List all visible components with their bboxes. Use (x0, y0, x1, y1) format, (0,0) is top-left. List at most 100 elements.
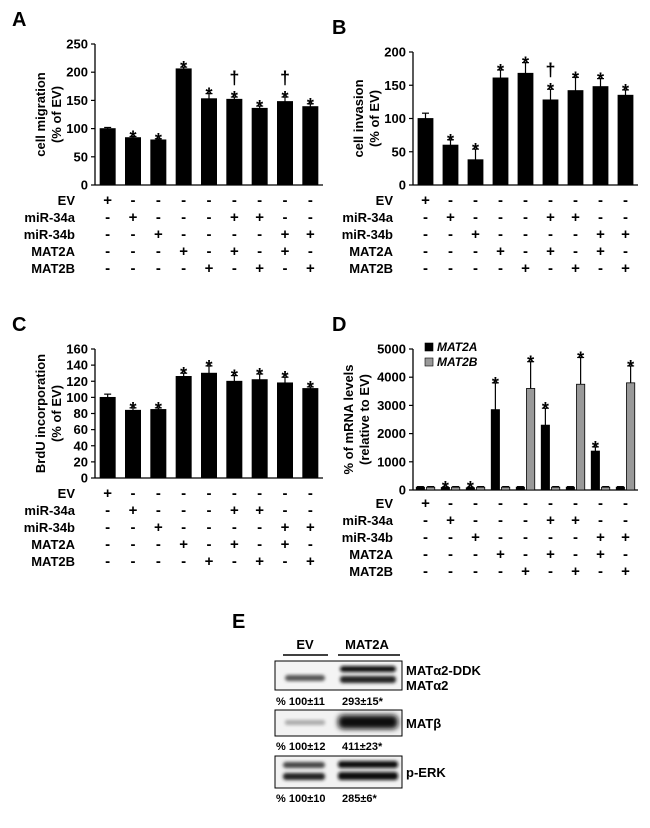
bar-8-dagger-mark: † (280, 68, 290, 88)
bar-8-significance-star: * (597, 70, 604, 90)
condition-mark: + (306, 553, 315, 570)
legend-label-mat2b: MAT2B (437, 355, 478, 369)
condition-mark: - (232, 485, 237, 502)
condition-label-mat2b: MAT2B (349, 564, 393, 579)
series-mat2b-7-significance-star: * (577, 348, 584, 368)
bar-3-bar (150, 409, 167, 479)
condition-mark: - (423, 512, 428, 529)
condition-mark: - (131, 519, 136, 536)
bar-6-dagger-mark: † (545, 60, 555, 80)
condition-label-mat2b: MAT2B (31, 261, 75, 276)
condition-mark: - (423, 563, 428, 580)
y-tick-label: 100 (66, 390, 88, 405)
condition-mark: + (446, 209, 455, 226)
y-tick-label: 0 (81, 471, 88, 486)
y-tick-label: 0 (399, 483, 406, 498)
condition-mark: + (621, 563, 630, 580)
series-mat2b-5-bar (526, 388, 536, 491)
bar-5-bar (200, 372, 217, 479)
bar-2-significance-star: * (447, 131, 454, 151)
condition-mark: - (623, 546, 628, 563)
bar-4-bar (175, 376, 192, 479)
condition-mark: - (498, 495, 503, 512)
series-mat2a-4-bar (490, 409, 500, 491)
series-mat2a-5-bar (515, 486, 525, 491)
condition-mark: - (156, 192, 161, 209)
bar-7-significance-star: * (572, 68, 579, 88)
condition-mark: + (281, 243, 290, 260)
panel-letter-a: A (12, 9, 26, 31)
bar-6-dagger-mark: † (229, 68, 239, 88)
condition-mark: + (154, 519, 163, 536)
bar-8-bar (276, 101, 293, 186)
bar-9-significance-star: * (307, 95, 314, 115)
condition-label-mat2a: MAT2A (31, 537, 75, 552)
condition-mark: - (548, 226, 553, 243)
condition-mark: - (105, 260, 110, 277)
bar-6-bar (226, 98, 243, 186)
condition-mark: - (598, 192, 603, 209)
condition-mark: - (207, 209, 212, 226)
condition-mark: + (154, 226, 163, 243)
condition-mark: - (423, 546, 428, 563)
y-tick-label: 150 (384, 78, 406, 93)
condition-label-mir-34b: miR-34b (342, 530, 393, 545)
condition-mark: - (308, 485, 313, 502)
series-mat2b-9-significance-star: * (627, 357, 634, 377)
condition-mark: - (573, 529, 578, 546)
condition-mark: + (129, 209, 138, 226)
series-mat2b-7-bar (576, 383, 586, 491)
condition-mark: + (621, 260, 630, 277)
bar-7-bar (251, 379, 268, 479)
condition-mark: - (498, 209, 503, 226)
condition-mark: - (131, 260, 136, 277)
condition-mark: - (283, 553, 288, 570)
condition-mark: + (129, 502, 138, 519)
condition-mark: - (423, 260, 428, 277)
y-tick-label: 20 (74, 454, 88, 469)
condition-mark: + (281, 226, 290, 243)
blot-strip-mata2 (274, 660, 403, 691)
condition-mark: - (207, 485, 212, 502)
legend-swatch-mat2a (424, 342, 434, 352)
y-axis-label-line: (% of EV) (49, 86, 64, 143)
condition-mark: - (573, 192, 578, 209)
condition-mark: - (598, 563, 603, 580)
condition-label-mat2a: MAT2A (349, 244, 393, 259)
condition-mark: + (306, 226, 315, 243)
condition-mark: - (105, 553, 110, 570)
condition-mark: - (131, 243, 136, 260)
condition-mark: - (523, 495, 528, 512)
bar-3-bar (467, 159, 484, 186)
panel-letter-c: C (12, 314, 26, 336)
condition-mark: - (308, 536, 313, 553)
condition-mark: - (423, 243, 428, 260)
bar-6-significance-star: * (231, 88, 238, 108)
bar-6-significance-star: * (547, 80, 554, 100)
condition-mark: - (257, 519, 262, 536)
condition-mark: + (281, 536, 290, 553)
condition-mark: - (623, 495, 628, 512)
western-blot-panel: E EV MAT2A MATα2-DDK MATα2 % 100±11 293±… (232, 611, 482, 805)
condition-mark: + (230, 209, 239, 226)
bar-5-significance-star: * (522, 54, 529, 74)
blot-quant-matb-ev: % 100±12 (276, 741, 325, 753)
condition-mark: - (523, 529, 528, 546)
condition-mark: - (105, 226, 110, 243)
series-mat2b-5-significance-star: * (527, 353, 534, 373)
condition-mark: - (131, 485, 136, 502)
y-axis-label-line: (% of EV) (367, 90, 382, 147)
series-mat2b-6-bar (551, 486, 561, 491)
panel-letter-e: E (232, 611, 245, 633)
condition-mark: + (596, 546, 605, 563)
condition-mark: - (232, 519, 237, 536)
y-tick-label: 3000 (377, 398, 406, 413)
condition-mark: - (448, 546, 453, 563)
condition-mark: - (232, 260, 237, 277)
condition-mark: + (546, 546, 555, 563)
condition-mark: - (473, 260, 478, 277)
bar-7-bar (567, 90, 584, 186)
condition-mark: - (498, 563, 503, 580)
condition-mark: - (623, 512, 628, 529)
